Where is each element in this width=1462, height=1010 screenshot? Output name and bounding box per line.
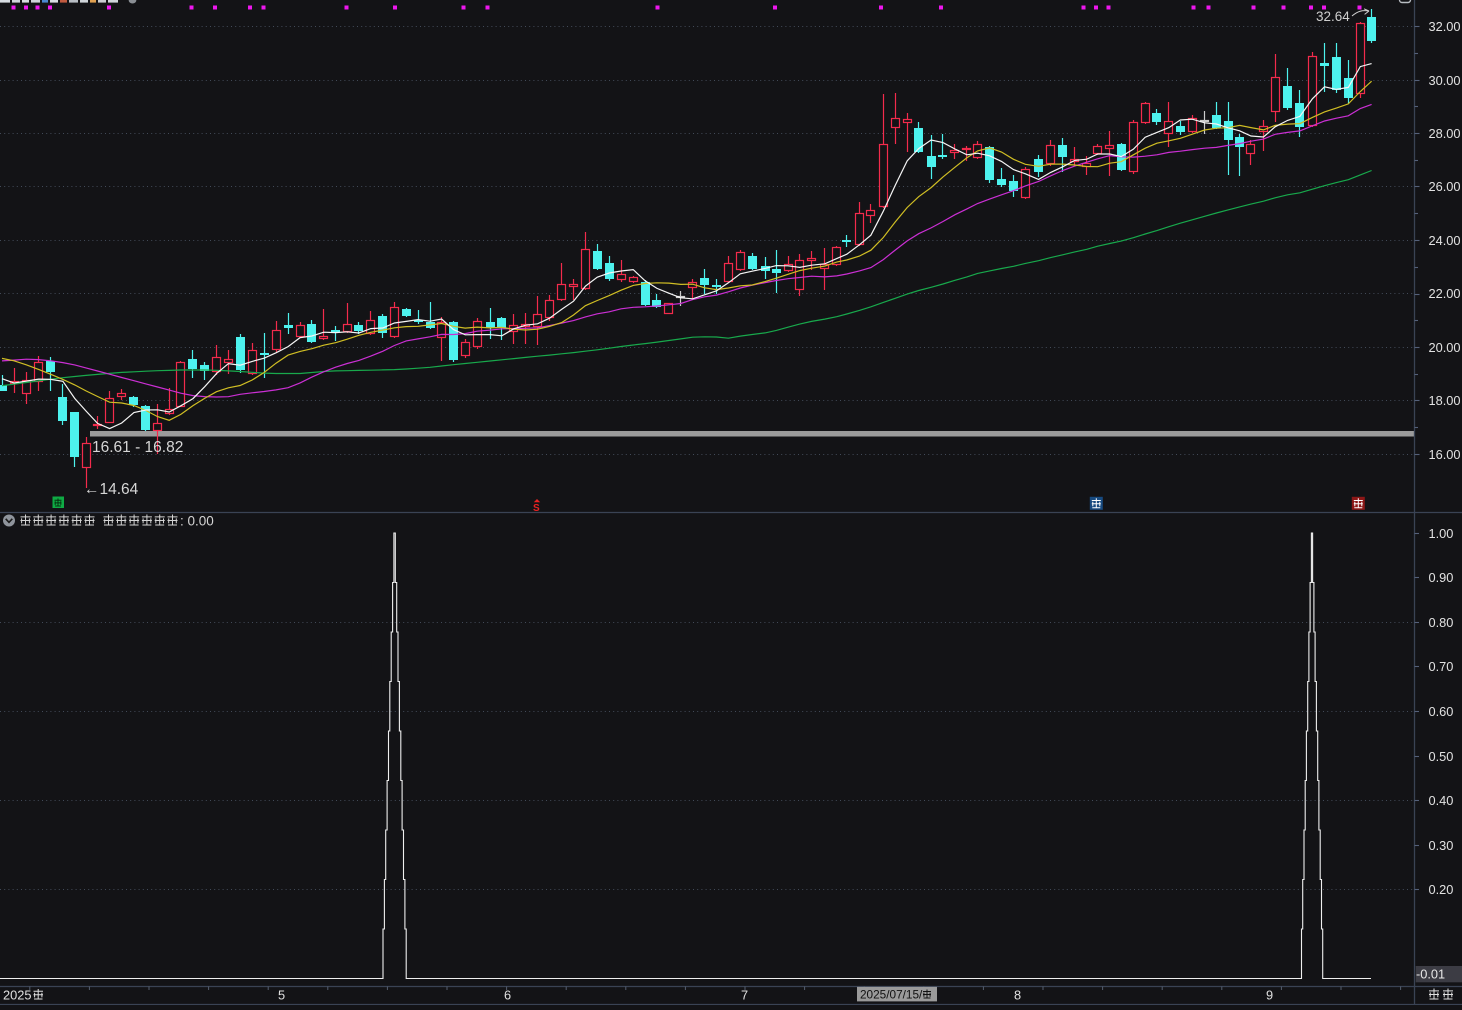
svg-text:0.70: 0.70 [1429, 659, 1454, 674]
svg-text:0.50: 0.50 [1429, 749, 1454, 764]
svg-text:0.30: 0.30 [1429, 838, 1454, 853]
svg-text:32.64: 32.64 [1316, 9, 1350, 24]
svg-text:26.00: 26.00 [1429, 179, 1461, 194]
svg-text:2025: 2025 [3, 988, 31, 1003]
svg-text:22.00: 22.00 [1429, 286, 1461, 301]
svg-text:30.00: 30.00 [1429, 73, 1461, 88]
svg-text:5: 5 [278, 988, 285, 1003]
svg-text:7: 7 [741, 988, 748, 1003]
svg-text:0.60: 0.60 [1429, 704, 1454, 719]
svg-text:2025/07/15/: 2025/07/15/ [860, 988, 923, 1002]
svg-text:0.40: 0.40 [1429, 793, 1454, 808]
svg-text:0.80: 0.80 [1429, 615, 1454, 630]
svg-text:9: 9 [1266, 988, 1273, 1003]
svg-text:←14.64: ←14.64 [84, 481, 139, 498]
svg-text:16.00: 16.00 [1429, 447, 1461, 462]
svg-text:20.00: 20.00 [1429, 340, 1461, 355]
svg-text:0.20: 0.20 [1429, 882, 1454, 897]
svg-text:S: S [533, 503, 540, 514]
svg-text:18.00: 18.00 [1429, 393, 1461, 408]
svg-text:1.00: 1.00 [1429, 526, 1454, 541]
svg-text:8: 8 [1014, 988, 1021, 1003]
svg-text:0.90: 0.90 [1429, 570, 1454, 585]
svg-text:28.00: 28.00 [1429, 126, 1461, 141]
svg-text:24.00: 24.00 [1429, 233, 1461, 248]
svg-text:-0.01: -0.01 [1416, 967, 1445, 982]
svg-text:16.61 - 16.82: 16.61 - 16.82 [92, 439, 183, 456]
svg-text:6: 6 [504, 988, 511, 1003]
svg-text:: 0.00: : 0.00 [180, 514, 214, 529]
svg-text:32.00: 32.00 [1429, 19, 1461, 34]
